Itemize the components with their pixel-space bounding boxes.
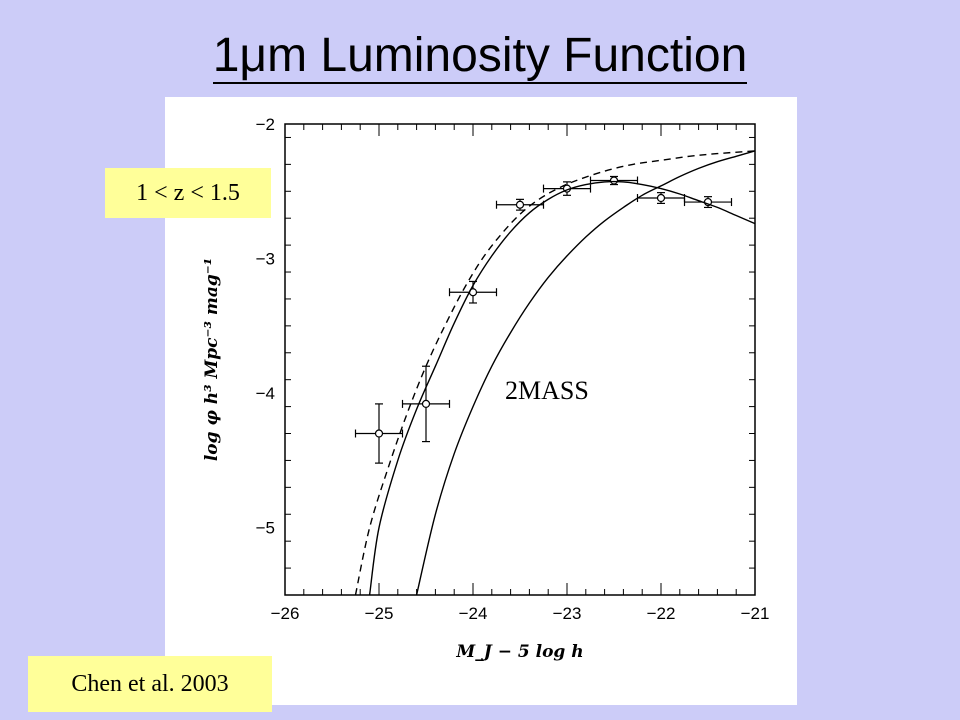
data-point	[374, 429, 384, 438]
citation-label: Chen et al. 2003	[28, 656, 272, 712]
y-tick-label: −5	[256, 519, 275, 538]
plot-frame	[284, 123, 756, 596]
curve-2mass	[415, 150, 755, 595]
x-tick-label: −21	[741, 604, 770, 623]
y-tick-label: −4	[256, 384, 275, 403]
data-point	[515, 200, 525, 209]
x-tick-label: −25	[365, 604, 394, 623]
data-point	[609, 176, 619, 185]
y-tick-label: −2	[256, 115, 275, 134]
x-tick-label: −24	[459, 604, 488, 623]
y-axis-label: log φ h³ Mpc⁻³ mag⁻¹	[202, 258, 222, 461]
x-tick-label: −26	[271, 604, 300, 623]
curve-solid-1	[368, 180, 755, 595]
x-axis-label: M_J − 5 log h	[455, 642, 583, 662]
x-tick-label: −22	[647, 604, 676, 623]
slide-title: 1μm Luminosity Function	[212, 29, 748, 84]
data-point	[421, 399, 431, 409]
redshift-range-label: 1 < z < 1.5	[105, 168, 271, 218]
data-point	[656, 193, 666, 203]
luminosity-function-chart: −26 −25 −24 −23 −22 −21 −2 −3 −4 −5 M_J − 5 log h l…	[202, 115, 770, 662]
curve-dashed-2	[354, 150, 755, 595]
x-tick-label: −23	[553, 604, 582, 623]
y-tick-label: −3	[256, 250, 275, 269]
curve-label-2mass: 2MASS	[505, 376, 589, 405]
